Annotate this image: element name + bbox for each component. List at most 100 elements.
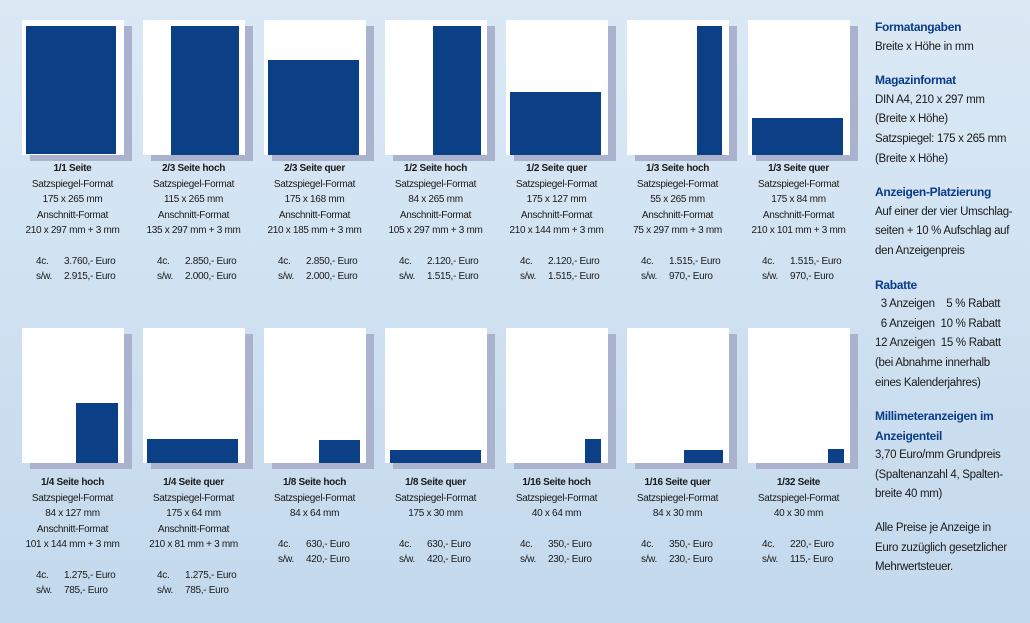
price-4c-value: 1.275,- Euro (185, 569, 237, 581)
format-title: 1/1 Seite (53, 163, 92, 174)
page-thumbnail (627, 328, 729, 463)
price-sw-row: s/w. 1.515,- Euro (399, 269, 498, 285)
sidebar-line: DIN A4, 210 x 297 mm (875, 93, 985, 106)
page-thumbnail (143, 328, 245, 463)
price-block: 4c. 1.515,- Euro s/w. 970,- Euro (615, 254, 740, 285)
page-thumbnail (264, 328, 366, 463)
format-spec-line: 55 x 265 mm (650, 194, 705, 205)
ad-area-fill (697, 26, 722, 155)
price-block: 4c. 3.760,- Euro s/w. 2.915,- Euro (10, 254, 135, 285)
price-block: 4c. 1.515,- Euro s/w. 970,- Euro (736, 254, 861, 285)
price-block: 4c. 350,- Euro s/w. 230,- Euro (494, 537, 619, 568)
price-sw-row: s/w. 2.915,- Euro (36, 269, 135, 285)
price-sw-value: 2.000,- Euro (306, 271, 358, 282)
format-title: 1/8 Seite hoch (282, 477, 347, 488)
price-sw-row: s/w. 970,- Euro (762, 269, 861, 285)
price-sw-label: s/w. (36, 271, 53, 282)
price-4c-value: 1.515,- Euro (790, 255, 842, 267)
format-spec-line: 84 x 127 mm (45, 508, 100, 519)
sidebar-line: Auf einer der vier Umschlag- (875, 205, 1013, 218)
format-spec-line: 175 x 64 mm (166, 508, 221, 519)
sidebar-line: breite 40 mm) (875, 488, 943, 501)
format-title: 1/3 Seite hoch (645, 163, 710, 174)
price-4c-value: 350,- Euro (669, 538, 713, 550)
price-4c-label: 4c. (762, 255, 775, 267)
format-spec-line: Anschnitt-Format (36, 209, 109, 221)
format-title: 1/4 Seite quer (163, 477, 224, 488)
format-spec-line: 175 x 127 mm (526, 194, 587, 205)
price-4c-row: 4c. 350,- Euro (520, 537, 619, 553)
price-sw-label: s/w. (762, 271, 779, 282)
sidebar-line: 12 Anzeigen 15 % Rabatt (875, 337, 1001, 350)
price-sw-label: s/w. (278, 554, 295, 565)
price-4c-value: 220,- Euro (790, 538, 834, 550)
sidebar-line: (bei Abnahme innerhalb (875, 356, 990, 369)
price-sw-label: s/w. (520, 554, 537, 565)
format-spec-line: 84 x 30 mm (652, 508, 703, 519)
ad-area-fill (26, 26, 116, 154)
ad-area-fill (510, 92, 601, 155)
price-4c-label: 4c. (520, 538, 533, 550)
price-sw-value: 2.000,- Euro (185, 271, 237, 282)
price-block: 4c. 1.275,- Euro s/w. 785,- Euro (10, 568, 135, 599)
price-block: 4c. 630,- Euro s/w. 420,- Euro (373, 537, 498, 568)
price-sw-label: s/w. (762, 554, 779, 565)
format-spec-line: Satzspiegel-Format (394, 492, 477, 504)
price-sw-value: 420,- Euro (306, 554, 350, 565)
format-spec-line: 175 x 265 mm (42, 194, 103, 205)
price-sw-label: s/w. (641, 554, 658, 565)
price-4c-row: 4c. 350,- Euro (641, 537, 740, 553)
format-spec-line: Satzspiegel-Format (152, 492, 235, 504)
format-spec-line: Satzspiegel-Format (757, 492, 840, 504)
ad-area-fill (433, 26, 481, 155)
format-spec-line: Anschnitt-Format (399, 209, 472, 221)
page-thumbnail (385, 20, 487, 155)
ad-area-fill (390, 450, 481, 463)
price-sw-value: 1.515,- Euro (548, 271, 600, 282)
price-sw-label: s/w. (36, 585, 53, 596)
price-sw-row: s/w. 230,- Euro (641, 552, 740, 568)
ad-area-fill (171, 26, 239, 155)
ad-area-fill (147, 439, 238, 463)
sidebar-heading: Anzeigen-Platzierung (875, 185, 992, 200)
price-4c-label: 4c. (36, 255, 49, 267)
format-details: 1/32 Seite Satzspiegel-Format 40 x 30 mm 4c… (736, 475, 861, 568)
page-thumbnail (385, 328, 487, 463)
price-block: 4c. 2.850,- Euro s/w. 2.000,- Euro (252, 254, 377, 285)
price-4c-row: 4c. 2.120,- Euro (399, 254, 498, 270)
price-4c-label: 4c. (278, 255, 291, 267)
format-title: 1/32 Seite (776, 477, 821, 488)
price-sw-value: 970,- Euro (669, 271, 713, 282)
price-4c-label: 4c. (278, 538, 291, 550)
format-title: 1/4 Seite hoch (40, 477, 105, 488)
sidebar-line: seiten + 10 % Aufschlag auf (875, 225, 1010, 238)
sidebar-line: 3 Anzeigen 5 % Rabatt (875, 298, 1001, 311)
format-details: 1/1 Seite Satzspiegel-Format 175 x 265 mm A… (10, 161, 135, 285)
format-spec-line: 115 x 265 mm (163, 194, 224, 205)
price-4c-row: 4c. 3.760,- Euro (36, 254, 135, 270)
price-sw-label: s/w. (520, 271, 537, 282)
page-thumbnail (264, 20, 366, 155)
format-spec-line: Satzspiegel-Format (394, 178, 477, 190)
sidebar-line: Breite x Höhe in mm (875, 40, 974, 53)
price-sw-row: s/w. 115,- Euro (762, 552, 861, 568)
price-block: 4c. 2.120,- Euro s/w. 1.515,- Euro (373, 254, 498, 285)
format-spec-line: 105 x 297 mm + 3 mm (388, 225, 483, 236)
sidebar-heading: Rabatte (875, 277, 917, 292)
format-details: 2/3 Seite hoch Satzspiegel-Format 115 x 26… (131, 161, 256, 285)
price-sw-label: s/w. (157, 585, 174, 596)
price-block: 4c. 2.850,- Euro s/w. 2.000,- Euro (131, 254, 256, 285)
format-spec-line: Anschnitt-Format (641, 209, 714, 221)
sidebar-line: (Breite x Höhe) (875, 113, 948, 126)
format-details: 1/16 Seite hoch Satzspiegel-Format 40 x 64… (494, 475, 619, 568)
format-spec-line: Satzspiegel-Format (273, 178, 356, 190)
format-spec-line: 40 x 64 mm (531, 508, 582, 519)
format-spec-line: Satzspiegel-Format (515, 178, 598, 190)
sidebar-section: Formatangaben Breite x Höhe in mm (875, 18, 1025, 57)
sidebar-heading: Magazinformat (875, 73, 956, 88)
page-thumbnail (506, 328, 608, 463)
format-title: 1/8 Seite quer (405, 477, 466, 488)
page-thumbnail (22, 20, 124, 155)
format-spec-line: Satzspiegel-Format (757, 178, 840, 190)
price-4c-value: 1.275,- Euro (64, 569, 116, 581)
